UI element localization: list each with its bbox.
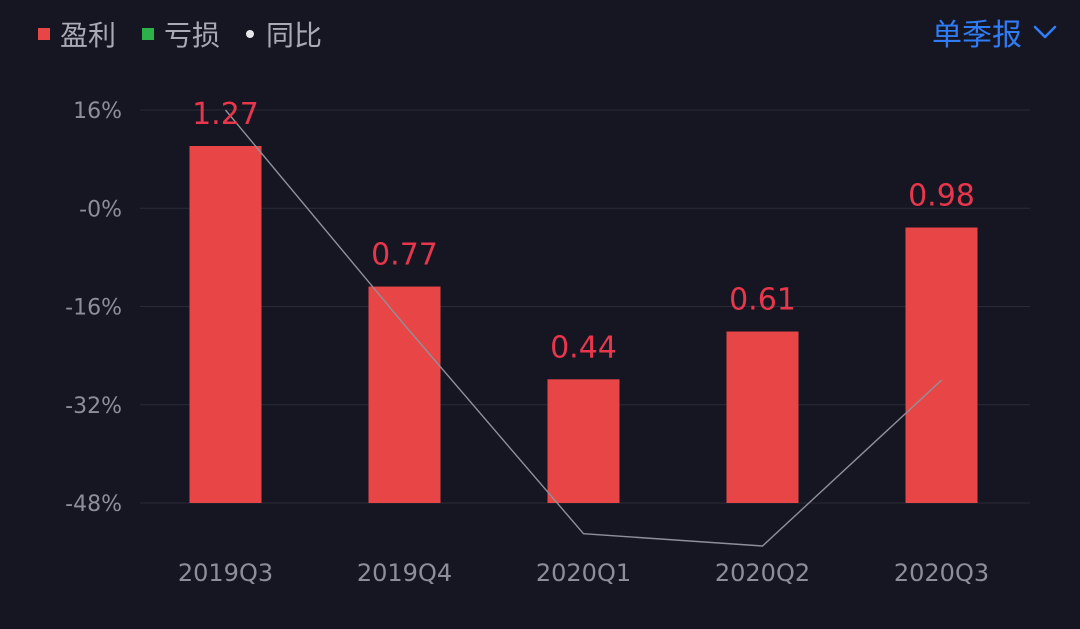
x-tick-label: 2020Q1 [536,559,631,587]
period-select-dropdown[interactable]: 单季报 [932,12,1058,53]
y-tick-label: 16% [73,99,122,124]
bar-value-label: 0.61 [729,283,796,318]
y-tick-label: -48% [65,492,122,517]
bar-value-label: 0.98 [908,179,975,214]
x-tick-label: 2019Q4 [357,559,452,587]
yoy-line [224,109,942,547]
y-tick-label: -16% [65,296,122,321]
legend-label: 盈利 [60,19,117,52]
bar-value-label: 0.44 [550,330,617,365]
legend-square-marker [142,28,155,40]
y-tick-label: -32% [65,394,122,419]
x-tick-label: 2020Q2 [715,559,810,587]
y-tick-label: -0% [79,197,122,222]
x-tick-label: 2020Q3 [894,559,989,587]
bar-2020Q1 [547,379,620,503]
bar-2020Q2 [726,331,799,503]
period-select-label: 单季报 [932,18,1022,53]
legend-label: 亏损 [164,19,221,52]
bar-2020Q3 [905,227,978,503]
chevron-down-icon [1033,25,1057,39]
legend-item[interactable]: 同比 [246,14,322,54]
legend-item[interactable]: 盈利 [38,14,116,54]
legend-label: 同比 [266,19,323,52]
bar-value-label: 0.77 [371,238,438,273]
bar-2019Q4 [368,286,441,503]
bar-2019Q3 [189,146,262,503]
legend-dot-marker [246,30,255,38]
legend-item[interactable]: 亏损 [142,14,220,54]
x-tick-label: 2019Q3 [178,559,273,587]
legend-square-marker [38,28,50,40]
chart-legend: 盈利 亏损 同比 [38,14,322,54]
bar-value-label: 1.27 [192,97,259,132]
